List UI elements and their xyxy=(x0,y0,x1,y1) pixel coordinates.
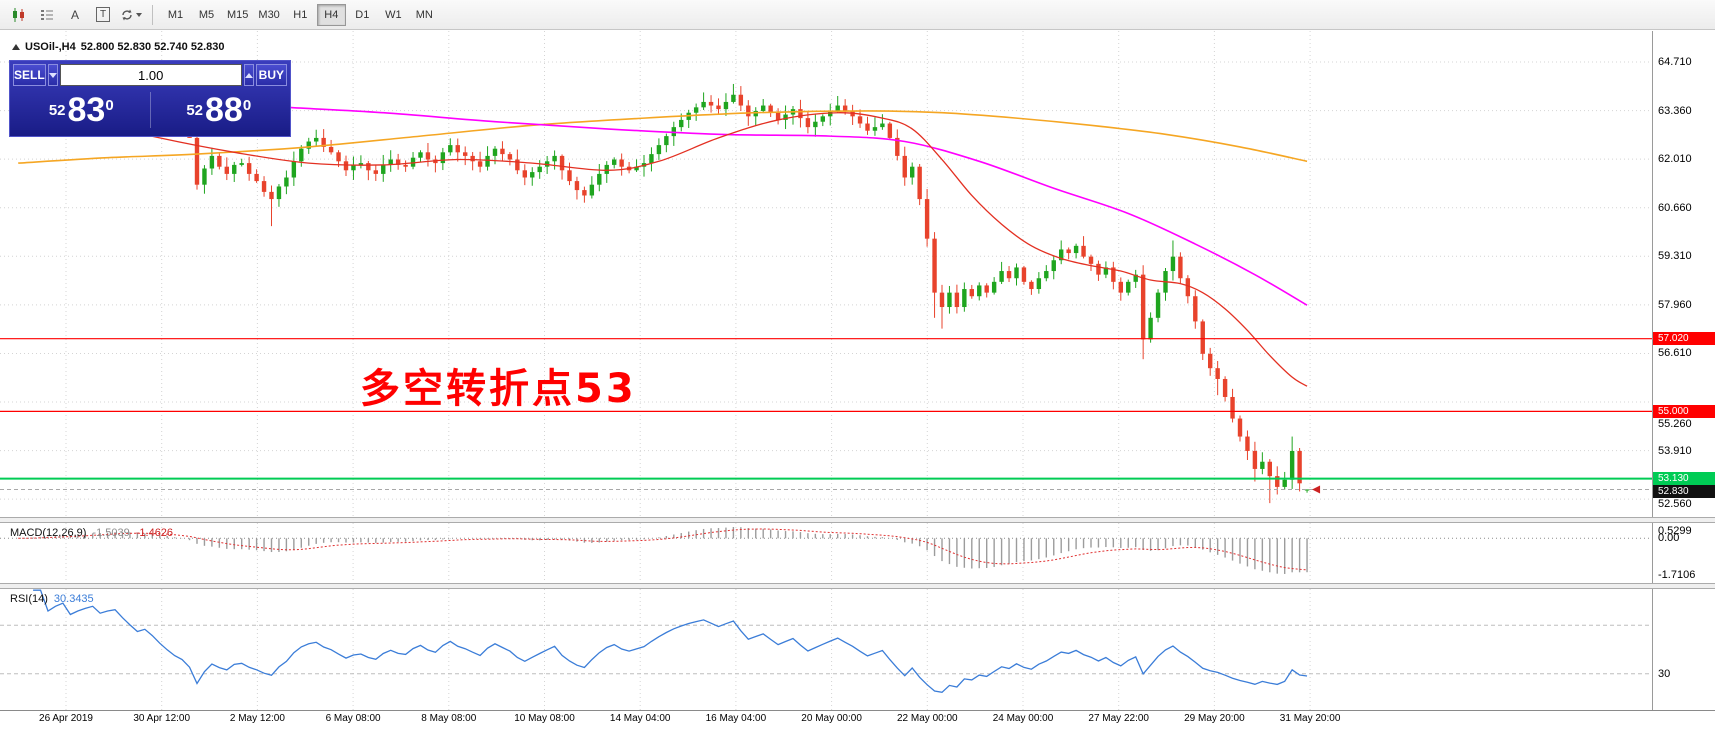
time-axis[interactable]: 26 Apr 2019 30 Apr 12:00 2 May 12:00 6 May … xyxy=(0,713,1715,732)
price-axis-label: 62.010 xyxy=(1658,153,1692,166)
last-price-arrow xyxy=(1312,485,1321,494)
buy-button[interactable]: BUY xyxy=(255,64,287,86)
indicators-icon[interactable] xyxy=(34,3,60,27)
time-axis-label: 24 May 00:00 xyxy=(992,713,1054,724)
one-click-trading-panel: SELL BUY 52 83 0 52 88 0 xyxy=(9,60,291,137)
timeframe-d1-button[interactable]: D1 xyxy=(348,4,377,26)
indicator-list-glyph xyxy=(41,9,53,20)
top-toolbar: A T M1 M5 M15 M30 H1 H4 D1 W1 MN xyxy=(0,0,1715,30)
macd-name: MACD(12,26,9) xyxy=(10,527,87,539)
volume-decrease-button[interactable] xyxy=(47,64,58,86)
timeframe-mn-button[interactable]: MN xyxy=(410,4,439,26)
macd-scale-max: 0.5299 xyxy=(1658,525,1692,537)
buy-price-prefix: 52 xyxy=(186,101,203,119)
timeframe-m1-button[interactable]: M1 xyxy=(161,4,190,26)
macd-scale-min: -1.7106 xyxy=(1658,569,1696,581)
price-line-label-box: 55.000 xyxy=(1653,404,1715,418)
time-axis-label: 26 Apr 2019 xyxy=(39,713,93,724)
time-axis-label: 30 Apr 12:00 xyxy=(133,713,191,724)
rsi-level-30-label: 30 xyxy=(1658,667,1671,680)
triangle-down-icon xyxy=(48,72,57,78)
ma-slow-orange xyxy=(18,110,1308,164)
cycle-arrows-glyph xyxy=(122,9,132,20)
price-axis-label: 64.710 xyxy=(1658,56,1692,68)
toolbar-separator xyxy=(152,4,153,25)
panel-splitter[interactable] xyxy=(0,517,1715,523)
macd-panel[interactable] xyxy=(0,523,1715,583)
triangle-up-icon xyxy=(244,72,253,78)
time-axis-label: 14 May 04:00 xyxy=(609,713,671,724)
macd-signal-value: -1.4626 xyxy=(135,527,174,539)
textbox-icon[interactable]: T xyxy=(90,3,116,27)
buy-price[interactable]: 52 88 0 xyxy=(151,93,288,127)
time-axis-label: 22 May 00:00 xyxy=(896,713,958,724)
price-axis-label: 60.660 xyxy=(1658,201,1692,214)
price-axis-label: 52.560 xyxy=(1658,498,1692,511)
time-axis-label: 20 May 00:00 xyxy=(801,713,862,724)
trade-prices-row: 52 83 0 52 88 0 xyxy=(13,86,287,134)
chart-title: USOil-,H4 52.800 52.830 52.740 52.830 xyxy=(12,41,224,53)
candlestick-glyph xyxy=(13,7,24,22)
sell-price-prefix: 52 xyxy=(48,101,66,119)
letter-a-glyph: A xyxy=(70,7,79,22)
price-line-label-box: 52.830 xyxy=(1653,485,1715,499)
chevron-down-icon xyxy=(136,12,142,17)
price-axis-label: 63.360 xyxy=(1658,104,1692,117)
timeframe-m5-button[interactable]: M5 xyxy=(192,4,221,26)
price-axis-label: 57.960 xyxy=(1658,298,1692,311)
symbol-triangle-icon xyxy=(12,44,20,50)
timeframe-m15-button[interactable]: M15 xyxy=(223,4,252,26)
timeframe-h4-button: H4 xyxy=(316,3,346,26)
rsi-name: RSI(14) xyxy=(10,593,48,605)
rsi-panel[interactable] xyxy=(0,589,1715,710)
buy-price-pipette: 0 xyxy=(242,97,252,114)
macd-label: MACD(12,26,9) -1.5039 -1.4626 xyxy=(10,527,173,539)
chart-annotation-text: 多空转折点53 xyxy=(360,366,637,412)
price-divider xyxy=(149,92,151,128)
rsi-value: 30.3435 xyxy=(53,593,94,605)
ma-fast-red xyxy=(18,101,1308,387)
price-axis-label: 53.910 xyxy=(1658,444,1692,457)
time-axis-label: 29 May 20:00 xyxy=(1184,713,1245,724)
macd-scale-zero: 0.00 xyxy=(1658,532,1680,545)
trade-controls-row: SELL BUY xyxy=(13,64,287,86)
time-axis-label: 2 May 12:00 xyxy=(229,713,285,724)
price-axis-label: 59.310 xyxy=(1658,250,1692,263)
sell-price-pipette: 0 xyxy=(105,97,114,114)
ohlc-quote-label: 52.800 52.830 52.740 52.830 xyxy=(80,41,225,53)
time-axis-label: 31 May 20:00 xyxy=(1279,713,1341,724)
time-axis-label: 10 May 08:00 xyxy=(514,713,575,724)
volume-input[interactable] xyxy=(59,64,242,86)
letter-t-glyph: T xyxy=(95,7,111,22)
price-scale-separator xyxy=(1652,31,1653,710)
time-axis-label: 6 May 08:00 xyxy=(325,713,381,724)
volume-increase-button[interactable] xyxy=(243,64,254,86)
price-axis-label: 56.610 xyxy=(1658,347,1692,360)
buy-price-big: 88 xyxy=(205,91,243,129)
text-label-icon[interactable]: A xyxy=(62,3,88,27)
candlestick-chart-icon[interactable] xyxy=(6,3,32,27)
price-scale[interactable]: 0.5299 0.00 -1.7106 30 57.020 55.000 53.13… xyxy=(1653,0,1715,732)
macd-main-value: -1.5039 xyxy=(92,527,130,539)
time-axis-label: 16 May 04:00 xyxy=(705,713,767,724)
time-axis-label: 8 May 08:00 xyxy=(421,713,477,724)
time-axis-label: 27 May 22:00 xyxy=(1088,713,1149,724)
panel-splitter[interactable] xyxy=(0,583,1715,589)
timeframe-w1-button[interactable]: W1 xyxy=(379,4,408,26)
time-axis-separator xyxy=(0,710,1715,711)
sell-button[interactable]: SELL xyxy=(13,64,46,86)
symbol-period-label: USOil-,H4 xyxy=(25,41,76,53)
price-line-label-box: 57.020 xyxy=(1653,332,1715,346)
timeframe-h1-button[interactable]: H1 xyxy=(286,4,315,26)
cycle-icon[interactable] xyxy=(118,3,144,27)
timeframe-m30-button[interactable]: M30 xyxy=(254,4,283,26)
sell-price-big: 83 xyxy=(67,91,106,129)
price-axis-label: 55.260 xyxy=(1658,417,1692,430)
sell-price[interactable]: 52 83 0 xyxy=(13,93,150,127)
rsi-label: RSI(14) 30.3435 xyxy=(10,593,94,605)
price-line-label-box: 53.130 xyxy=(1653,472,1715,486)
